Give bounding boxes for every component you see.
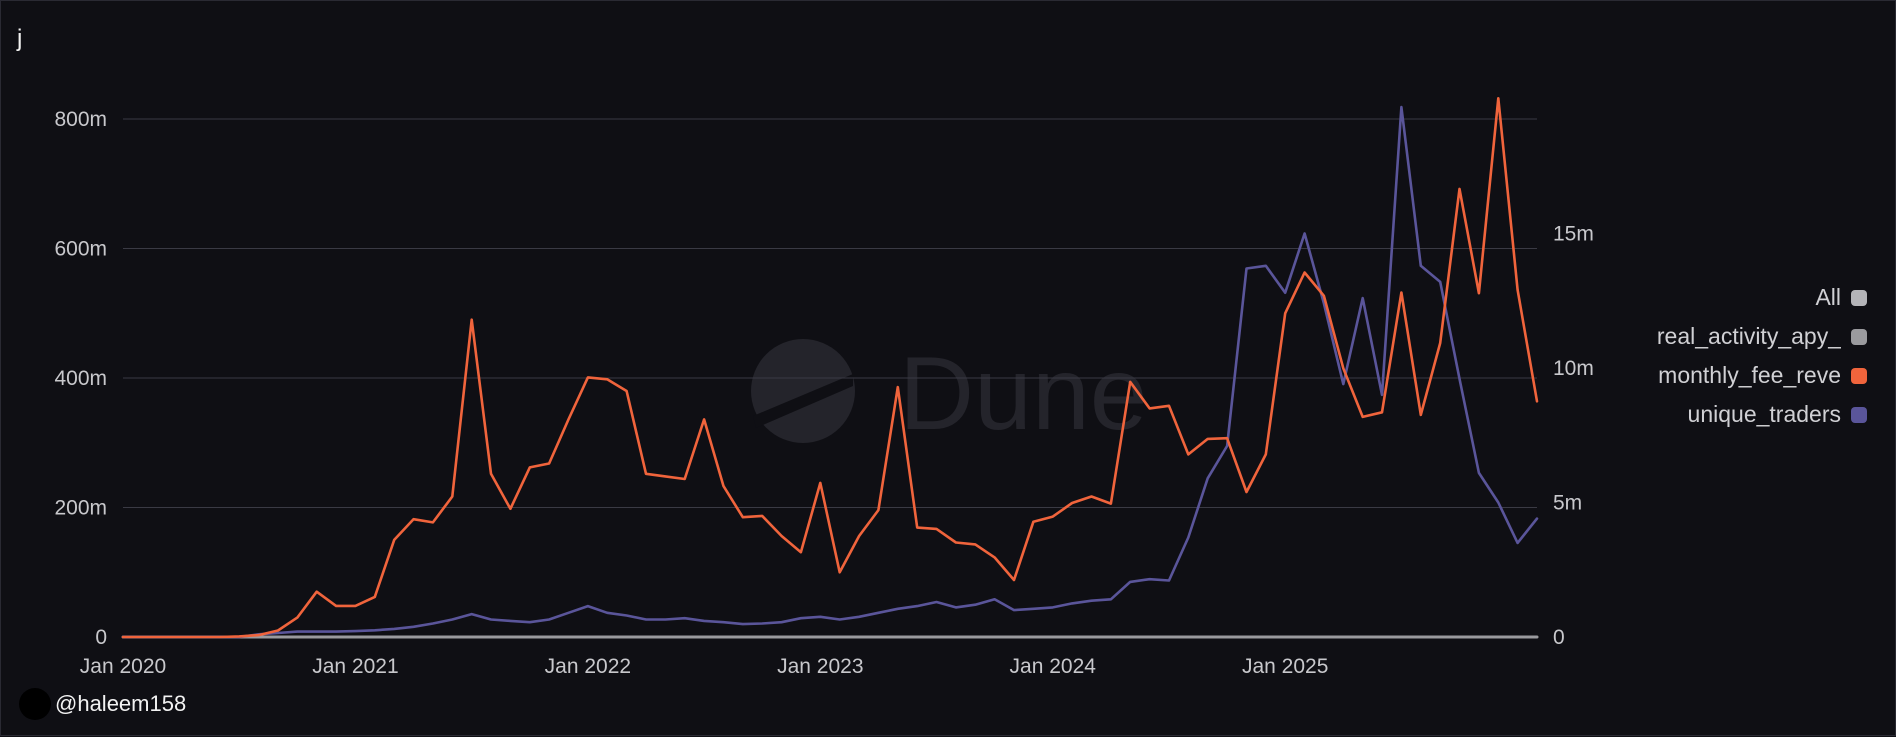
x-tick-label: Jan 2023 [777, 655, 863, 678]
legend-swatch [1851, 328, 1867, 345]
legend-item[interactable]: unique_traders [1657, 395, 1867, 434]
x-tick-label: Jan 2025 [1242, 655, 1328, 678]
y-right-tick-label: 10m [1553, 357, 1594, 380]
chart-title: j [17, 25, 23, 52]
y-left-tick-label: 600m [54, 238, 107, 261]
x-tick-label: Jan 2021 [312, 655, 398, 678]
legend-label: real_activity_apy_ [1656, 323, 1841, 349]
y-left-tick-label: 0 [95, 626, 107, 649]
legend-label: All [1815, 284, 1841, 310]
x-tick-label: Jan 2022 [545, 655, 631, 678]
y-left-tick-label: 200m [54, 497, 107, 520]
dune-logo-slash [753, 374, 853, 428]
watermark-text: Dune [899, 336, 1148, 452]
legend-item[interactable]: All [1657, 278, 1867, 317]
y-right-tick-label: 0 [1553, 626, 1565, 649]
author-footer: @haleem158 [19, 688, 186, 720]
y-right-tick-label: 15m [1553, 223, 1594, 246]
author-handle[interactable]: @haleem158 [55, 691, 187, 716]
legend-item[interactable]: monthly_fee_reve [1657, 356, 1867, 395]
legend-swatch [1851, 367, 1867, 384]
dune-watermark: Dune [751, 336, 1148, 452]
avatar[interactable] [19, 688, 51, 720]
legend-label: unique_traders [1687, 401, 1841, 427]
legend-swatch [1851, 289, 1867, 306]
x-tick-label: Jan 2020 [80, 655, 166, 678]
legend-item[interactable]: real_activity_apy_ [1657, 317, 1867, 356]
legend-label: monthly_fee_reve [1658, 362, 1841, 388]
y-left-tick-label: 800m [54, 108, 107, 131]
series-line-monthly-fee-reve[interactable] [121, 97, 1539, 639]
legend-swatch [1851, 406, 1867, 423]
y-right-tick-label: 5m [1553, 492, 1582, 515]
x-tick-label: Jan 2024 [1010, 655, 1097, 678]
y-left-tick-label: 400m [54, 367, 107, 390]
series-line-unique-traders[interactable] [121, 105, 1539, 639]
